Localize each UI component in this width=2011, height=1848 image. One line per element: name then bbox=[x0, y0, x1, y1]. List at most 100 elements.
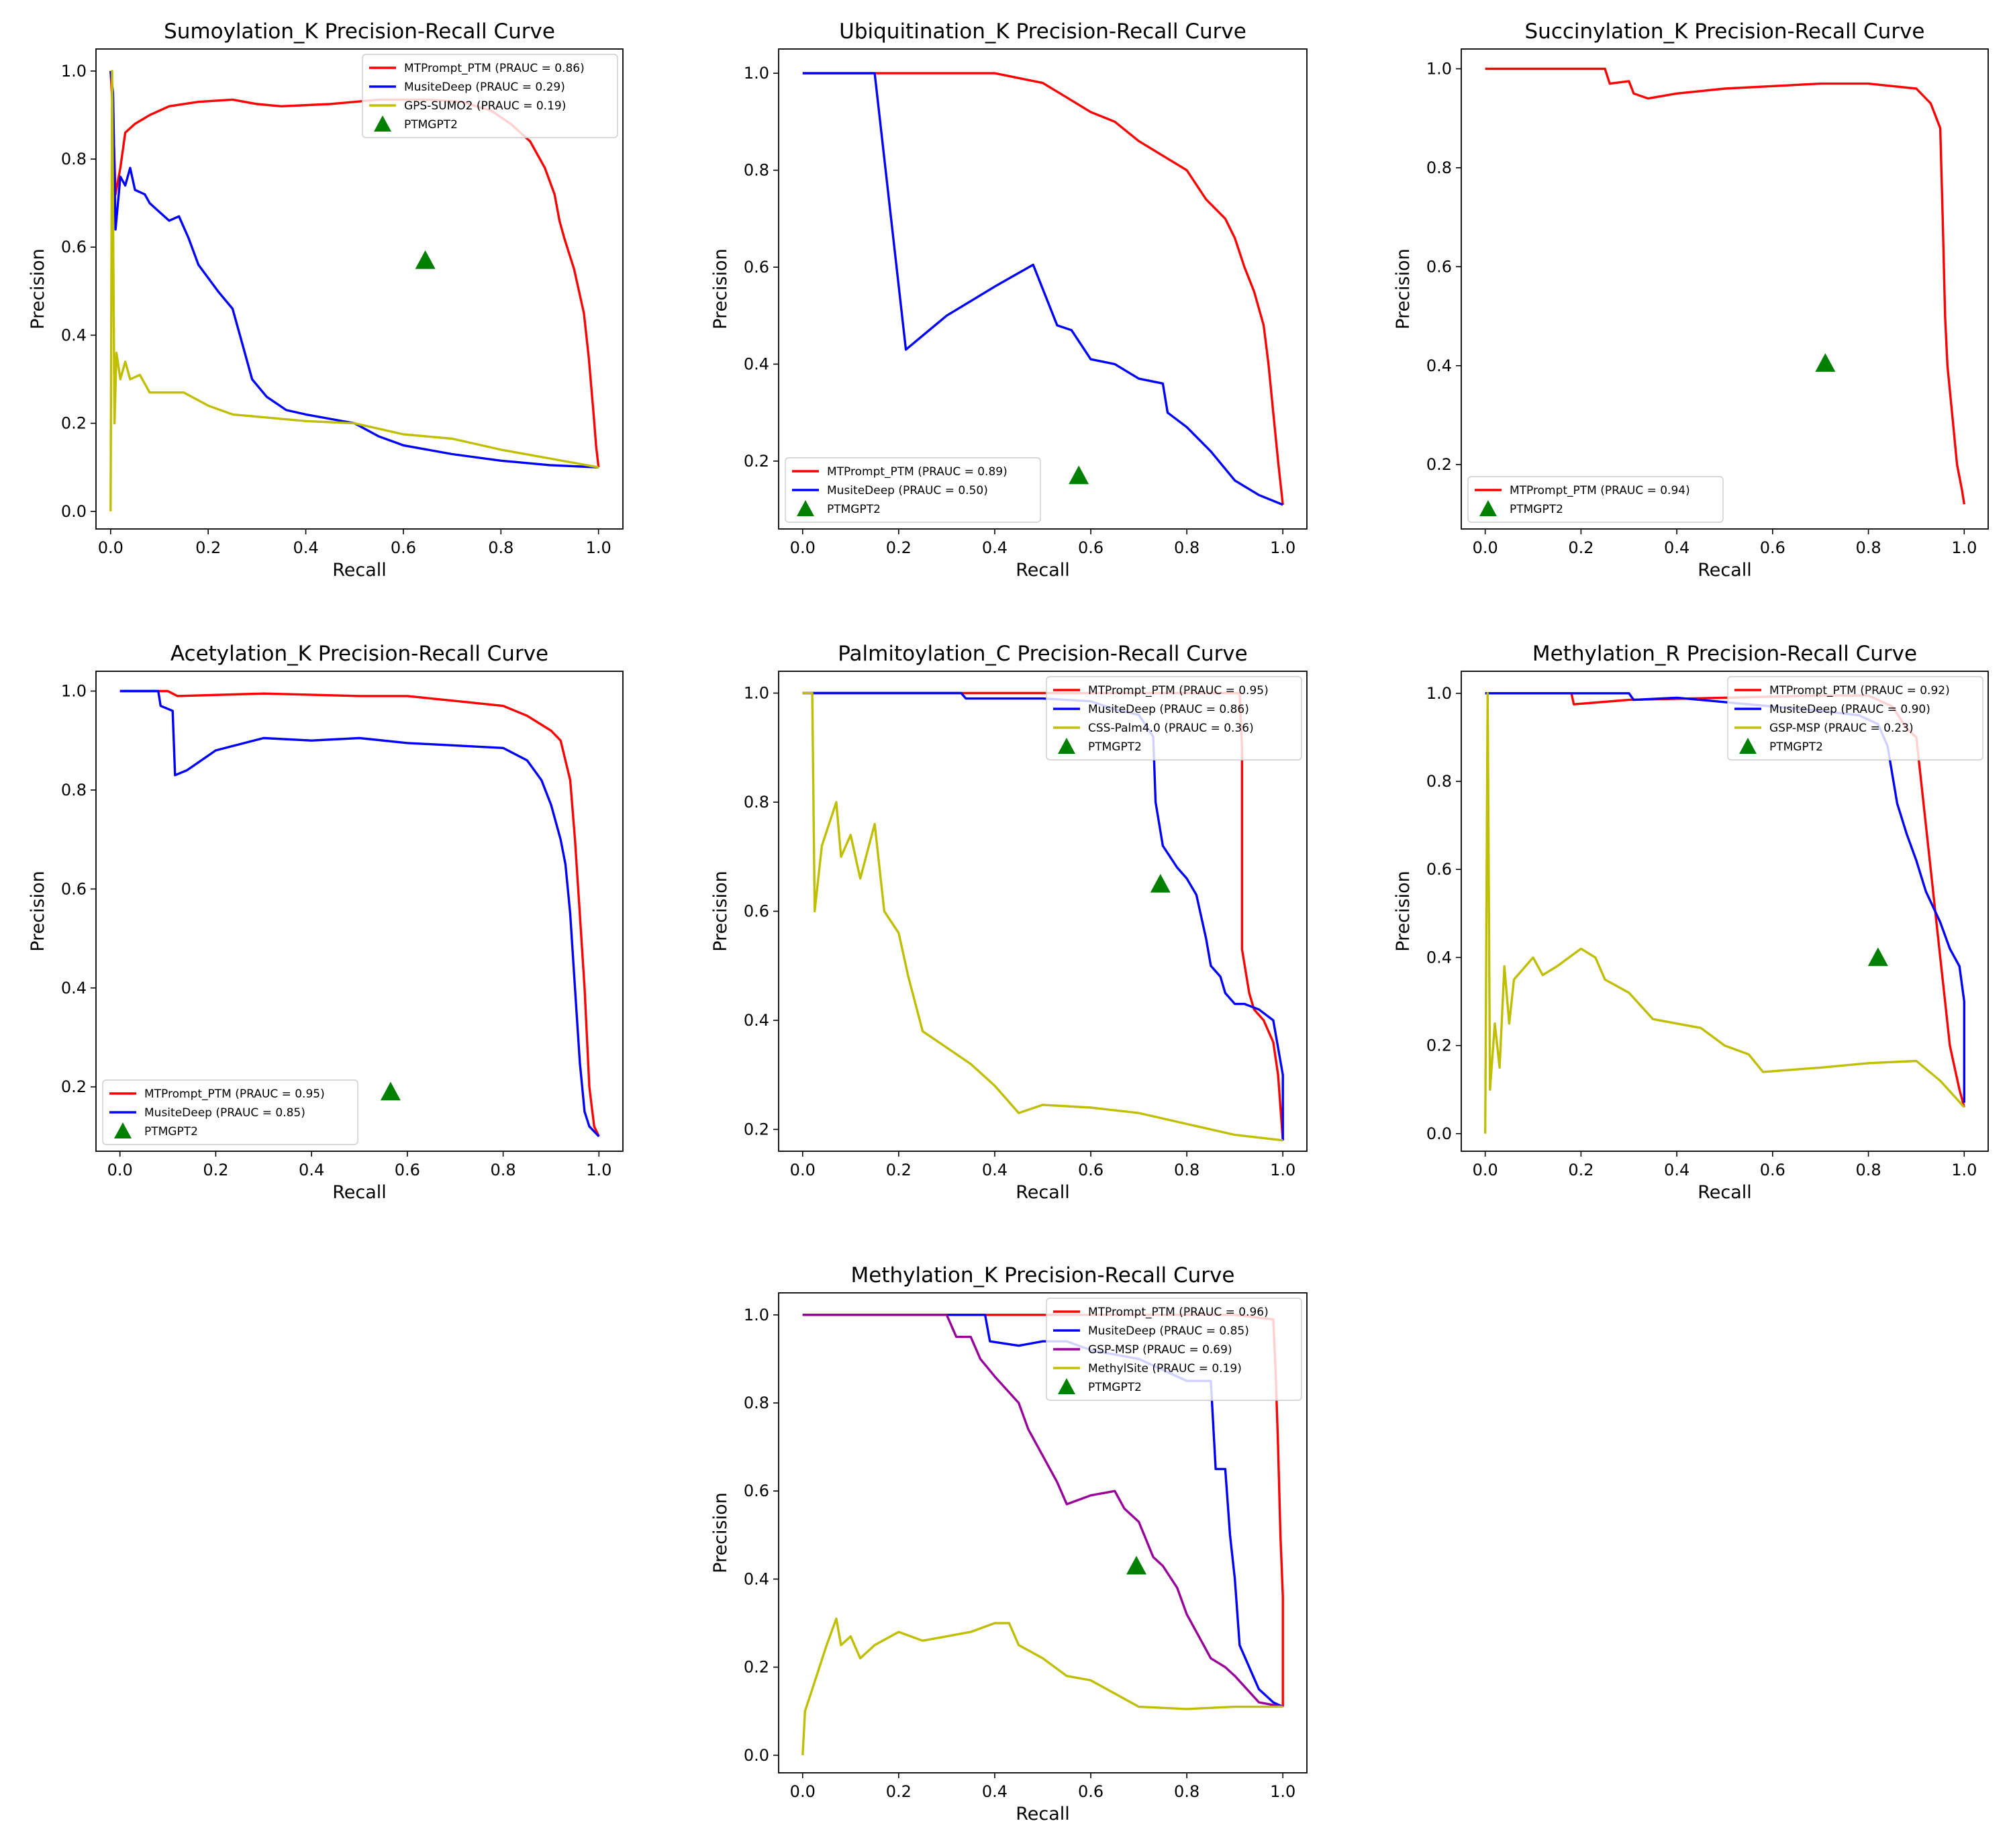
x-tick-label: 0.6 bbox=[1078, 538, 1103, 557]
x-tick-label: 0.8 bbox=[1174, 538, 1199, 557]
marker-ptmgpt2 bbox=[1069, 465, 1089, 485]
legend-marker-swatch bbox=[374, 115, 391, 132]
y-tick-label: 1.0 bbox=[61, 62, 87, 81]
x-tick-label: 1.0 bbox=[1270, 1782, 1295, 1801]
legend-box bbox=[785, 457, 1041, 523]
legend-box bbox=[102, 1079, 358, 1145]
legend-label: MTPrompt_PTM (PRAUC = 0.94) bbox=[1510, 484, 1690, 497]
chart-panel-7: Methylation_K Precision-Recall Curve 0.0 0… bbox=[710, 1263, 1308, 1825]
axes-frame bbox=[1461, 671, 1989, 1152]
x-tick-label: 0.4 bbox=[982, 1782, 1008, 1801]
chart-title: Methylation_R Precision-Recall Curve bbox=[1532, 642, 1917, 666]
chart-panel-3: Succinylation_K Precision-Recall Curve 0.… bbox=[1393, 19, 1989, 581]
legend-label: MTPrompt_PTM (PRAUC = 0.95) bbox=[144, 1087, 325, 1101]
y-tick-label: 0.6 bbox=[1426, 257, 1452, 276]
legend-label: PTMGPT2 bbox=[1088, 1381, 1142, 1394]
x-tick-label: 0.4 bbox=[1664, 1161, 1689, 1179]
marker-ptmgpt2 bbox=[1150, 873, 1171, 893]
chart-title: Acetylation_K Precision-Recall Curve bbox=[170, 642, 548, 666]
series-line-musitedeep bbox=[119, 689, 600, 1138]
x-tick-label: 0.6 bbox=[391, 538, 416, 557]
x-tick-label: 0.2 bbox=[886, 1782, 912, 1801]
legend-label: MusiteDeep (PRAUC = 0.85) bbox=[1088, 1324, 1249, 1338]
chart-panel-4: Acetylation_K Precision-Recall Curve 0.0 0… bbox=[28, 642, 624, 1203]
y-tick-label: 0.4 bbox=[1426, 948, 1452, 967]
x-tick-label: 0.8 bbox=[1856, 1161, 1881, 1179]
marker-ptmgpt2 bbox=[1126, 1555, 1147, 1575]
x-tick-label: 1.0 bbox=[1270, 538, 1295, 557]
legend-label: GSP-MSP (PRAUC = 0.23) bbox=[1769, 722, 1914, 735]
x-tick-label: 0.8 bbox=[491, 1161, 516, 1179]
y-tick-label: 1.0 bbox=[61, 681, 87, 700]
legend-label: PTMGPT2 bbox=[827, 503, 881, 516]
x-tick-label: 1.0 bbox=[1951, 1161, 1977, 1179]
y-axis-label: Precision bbox=[1393, 871, 1414, 951]
legend-marker-swatch bbox=[1058, 738, 1075, 755]
y-tick-label: 0.2 bbox=[1426, 455, 1452, 474]
y-tick-label: 0.6 bbox=[744, 258, 769, 277]
x-tick-label: 1.0 bbox=[1270, 1161, 1295, 1179]
y-axis-label: Precision bbox=[1393, 248, 1414, 329]
x-tick-label: 0.8 bbox=[488, 538, 513, 557]
legend-label: GSP-MSP (PRAUC = 0.69) bbox=[1088, 1343, 1232, 1357]
legend-box bbox=[362, 54, 618, 138]
x-axis-label: Recall bbox=[1016, 560, 1070, 581]
legend-label: MusiteDeep (PRAUC = 0.85) bbox=[144, 1106, 305, 1120]
series-line-gps-sumo2 bbox=[109, 70, 599, 512]
y-axis-label: Precision bbox=[710, 871, 731, 951]
y-axis-label: Precision bbox=[28, 871, 48, 951]
x-tick-label: 0.0 bbox=[790, 538, 816, 557]
y-tick-label: 0.4 bbox=[61, 979, 87, 998]
y-axis-label: Precision bbox=[28, 248, 48, 329]
legend-marker-swatch bbox=[1479, 500, 1497, 517]
axes-frame bbox=[95, 48, 624, 530]
x-axis-label: Recall bbox=[332, 560, 387, 581]
series-line-musitedeep bbox=[109, 70, 599, 469]
y-tick-label: 1.0 bbox=[744, 1306, 769, 1324]
legend-marker-swatch bbox=[797, 500, 814, 517]
series-line-mtprompt-ptm bbox=[802, 72, 1284, 505]
x-tick-label: 0.2 bbox=[886, 1161, 912, 1179]
plot-area bbox=[119, 689, 600, 1138]
marker-ptmgpt2 bbox=[415, 250, 436, 269]
legend-label: CSS-Palm4.0 (PRAUC = 0.36) bbox=[1088, 722, 1254, 735]
y-tick-label: 0.8 bbox=[61, 781, 87, 799]
axes-frame bbox=[778, 1292, 1308, 1773]
series-line-css-palm4-0 bbox=[802, 691, 1283, 1142]
legend-label: MTPrompt_PTM (PRAUC = 0.86) bbox=[404, 62, 585, 75]
legend-marker-swatch bbox=[1739, 738, 1757, 755]
legend-label: PTMGPT2 bbox=[144, 1125, 198, 1138]
y-tick-label: 0.2 bbox=[744, 1658, 769, 1677]
y-tick-label: 1.0 bbox=[1426, 59, 1452, 78]
chart-panel-5: Palmitoylation_C Precision-Recall Curve 0… bbox=[710, 642, 1308, 1203]
x-tick-label: 0.2 bbox=[886, 538, 912, 557]
chart-title: Succinylation_K Precision-Recall Curve bbox=[1525, 19, 1925, 44]
x-tick-label: 0.6 bbox=[1078, 1782, 1103, 1801]
y-tick-label: 0.8 bbox=[1426, 772, 1452, 791]
y-tick-label: 0.0 bbox=[61, 502, 87, 521]
y-tick-label: 0.8 bbox=[1426, 158, 1452, 177]
y-tick-label: 0.4 bbox=[1426, 356, 1452, 375]
marker-ptmgpt2 bbox=[1867, 947, 1888, 967]
legend-label: MTPrompt_PTM (PRAUC = 0.89) bbox=[827, 465, 1008, 479]
marker-ptmgpt2 bbox=[1815, 353, 1836, 372]
legend-label: MTPrompt_PTM (PRAUC = 0.92) bbox=[1769, 684, 1950, 697]
y-tick-label: 1.0 bbox=[1426, 684, 1452, 703]
x-tick-label: 0.2 bbox=[1568, 538, 1593, 557]
chart-title: Palmitoylation_C Precision-Recall Curve bbox=[838, 642, 1247, 666]
y-tick-label: 0.6 bbox=[61, 879, 87, 898]
y-tick-label: 0.2 bbox=[744, 1120, 769, 1139]
legend: MTPrompt_PTM (PRAUC = 0.95) MusiteDeep (P… bbox=[1046, 676, 1302, 761]
chart-title: Sumoylation_K Precision-Recall Curve bbox=[164, 19, 555, 44]
x-tick-label: 0.4 bbox=[982, 538, 1008, 557]
plot-area bbox=[1485, 67, 1965, 505]
marker-ptmgpt2 bbox=[380, 1081, 401, 1101]
x-tick-label: 0.4 bbox=[293, 538, 318, 557]
y-tick-label: 0.4 bbox=[61, 326, 87, 344]
x-tick-label: 0.4 bbox=[1664, 538, 1689, 557]
x-tick-label: 0.0 bbox=[1473, 538, 1498, 557]
x-axis-label: Recall bbox=[332, 1182, 387, 1203]
y-axis-label: Precision bbox=[710, 248, 731, 329]
x-axis-label: Recall bbox=[1698, 1182, 1752, 1203]
